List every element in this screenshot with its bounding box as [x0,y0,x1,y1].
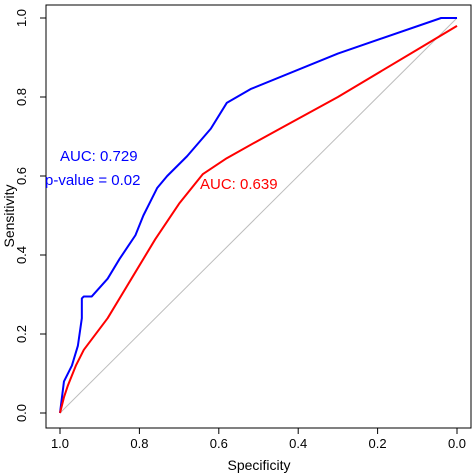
y-tick-label: 0.0 [14,404,29,422]
x-tick-label: 0.4 [289,436,307,451]
auc-red-label: AUC: 0.639 [200,176,278,193]
series-blue-curve [59,17,457,414]
y-tick-label: 0.2 [14,325,29,343]
x-tick-label: 0.6 [210,436,228,451]
reference-diagonal [59,17,458,414]
y-tick-label: 1.0 [14,9,29,27]
auc-blue-label: AUC: 0.729 [60,148,138,165]
x-tick-label: 1.0 [51,436,69,451]
plot-frame [45,4,472,429]
p-value-label: p-value = 0.02 [45,172,141,189]
x-tick-label: 0.8 [130,436,148,451]
y-axis-title: Sensitivity [1,184,17,247]
x-tick-label: 0.2 [369,436,387,451]
y-tick-label: 0.4 [14,246,29,264]
y-tick-label: 0.8 [14,88,29,106]
x-axis-title: Specificity [227,457,290,473]
y-tick-label: 0.6 [14,167,29,185]
x-axis-ticks: 1.0 0.8 0.6 0.4 0.2 0.0 [51,428,466,451]
y-axis-ticks: 0.0 0.2 0.4 0.6 0.8 1.0 [14,9,46,422]
x-tick-label: 0.0 [448,436,466,451]
series-red-curve [59,25,458,414]
